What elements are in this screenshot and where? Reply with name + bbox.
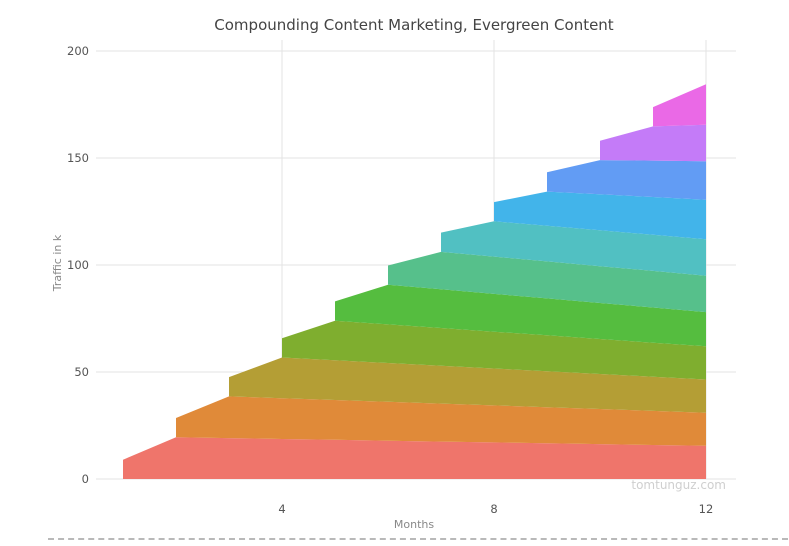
area-layer-4 <box>282 320 706 380</box>
y-axis-ticks: 0 50 100 150 200 <box>67 44 89 486</box>
y-tick-label-100: 100 <box>67 258 89 272</box>
x-axis-ticks: 4 8 12 <box>278 502 713 516</box>
y-tick-label-0: 0 <box>82 472 89 486</box>
area-layer-11 <box>653 84 706 127</box>
area-layer-5 <box>335 284 706 347</box>
chart-title: Compounding Content Marketing, Evergreen… <box>214 16 614 34</box>
area-layer-7 <box>441 221 706 276</box>
y-tick-label-50: 50 <box>74 365 89 379</box>
area-layer-8 <box>494 191 706 240</box>
area-layer-2 <box>176 396 706 446</box>
area-layer-9 <box>547 160 706 200</box>
x-tick-label-12: 12 <box>699 502 714 516</box>
area-layers <box>123 84 706 479</box>
x-axis-label: Months <box>394 518 434 531</box>
area-layer-6 <box>388 251 706 313</box>
y-axis-label: Traffic in k <box>51 234 64 292</box>
area-layer-3 <box>229 357 706 413</box>
x-tick-label-8: 8 <box>490 502 497 516</box>
page-divider <box>48 538 788 540</box>
y-tick-label-200: 200 <box>67 44 89 58</box>
x-tick-label-4: 4 <box>278 502 285 516</box>
area-layer-10 <box>600 124 706 162</box>
y-tick-label-150: 150 <box>67 151 89 165</box>
area-layer-1 <box>123 437 706 479</box>
watermark: tomtunguz.com <box>631 478 726 492</box>
